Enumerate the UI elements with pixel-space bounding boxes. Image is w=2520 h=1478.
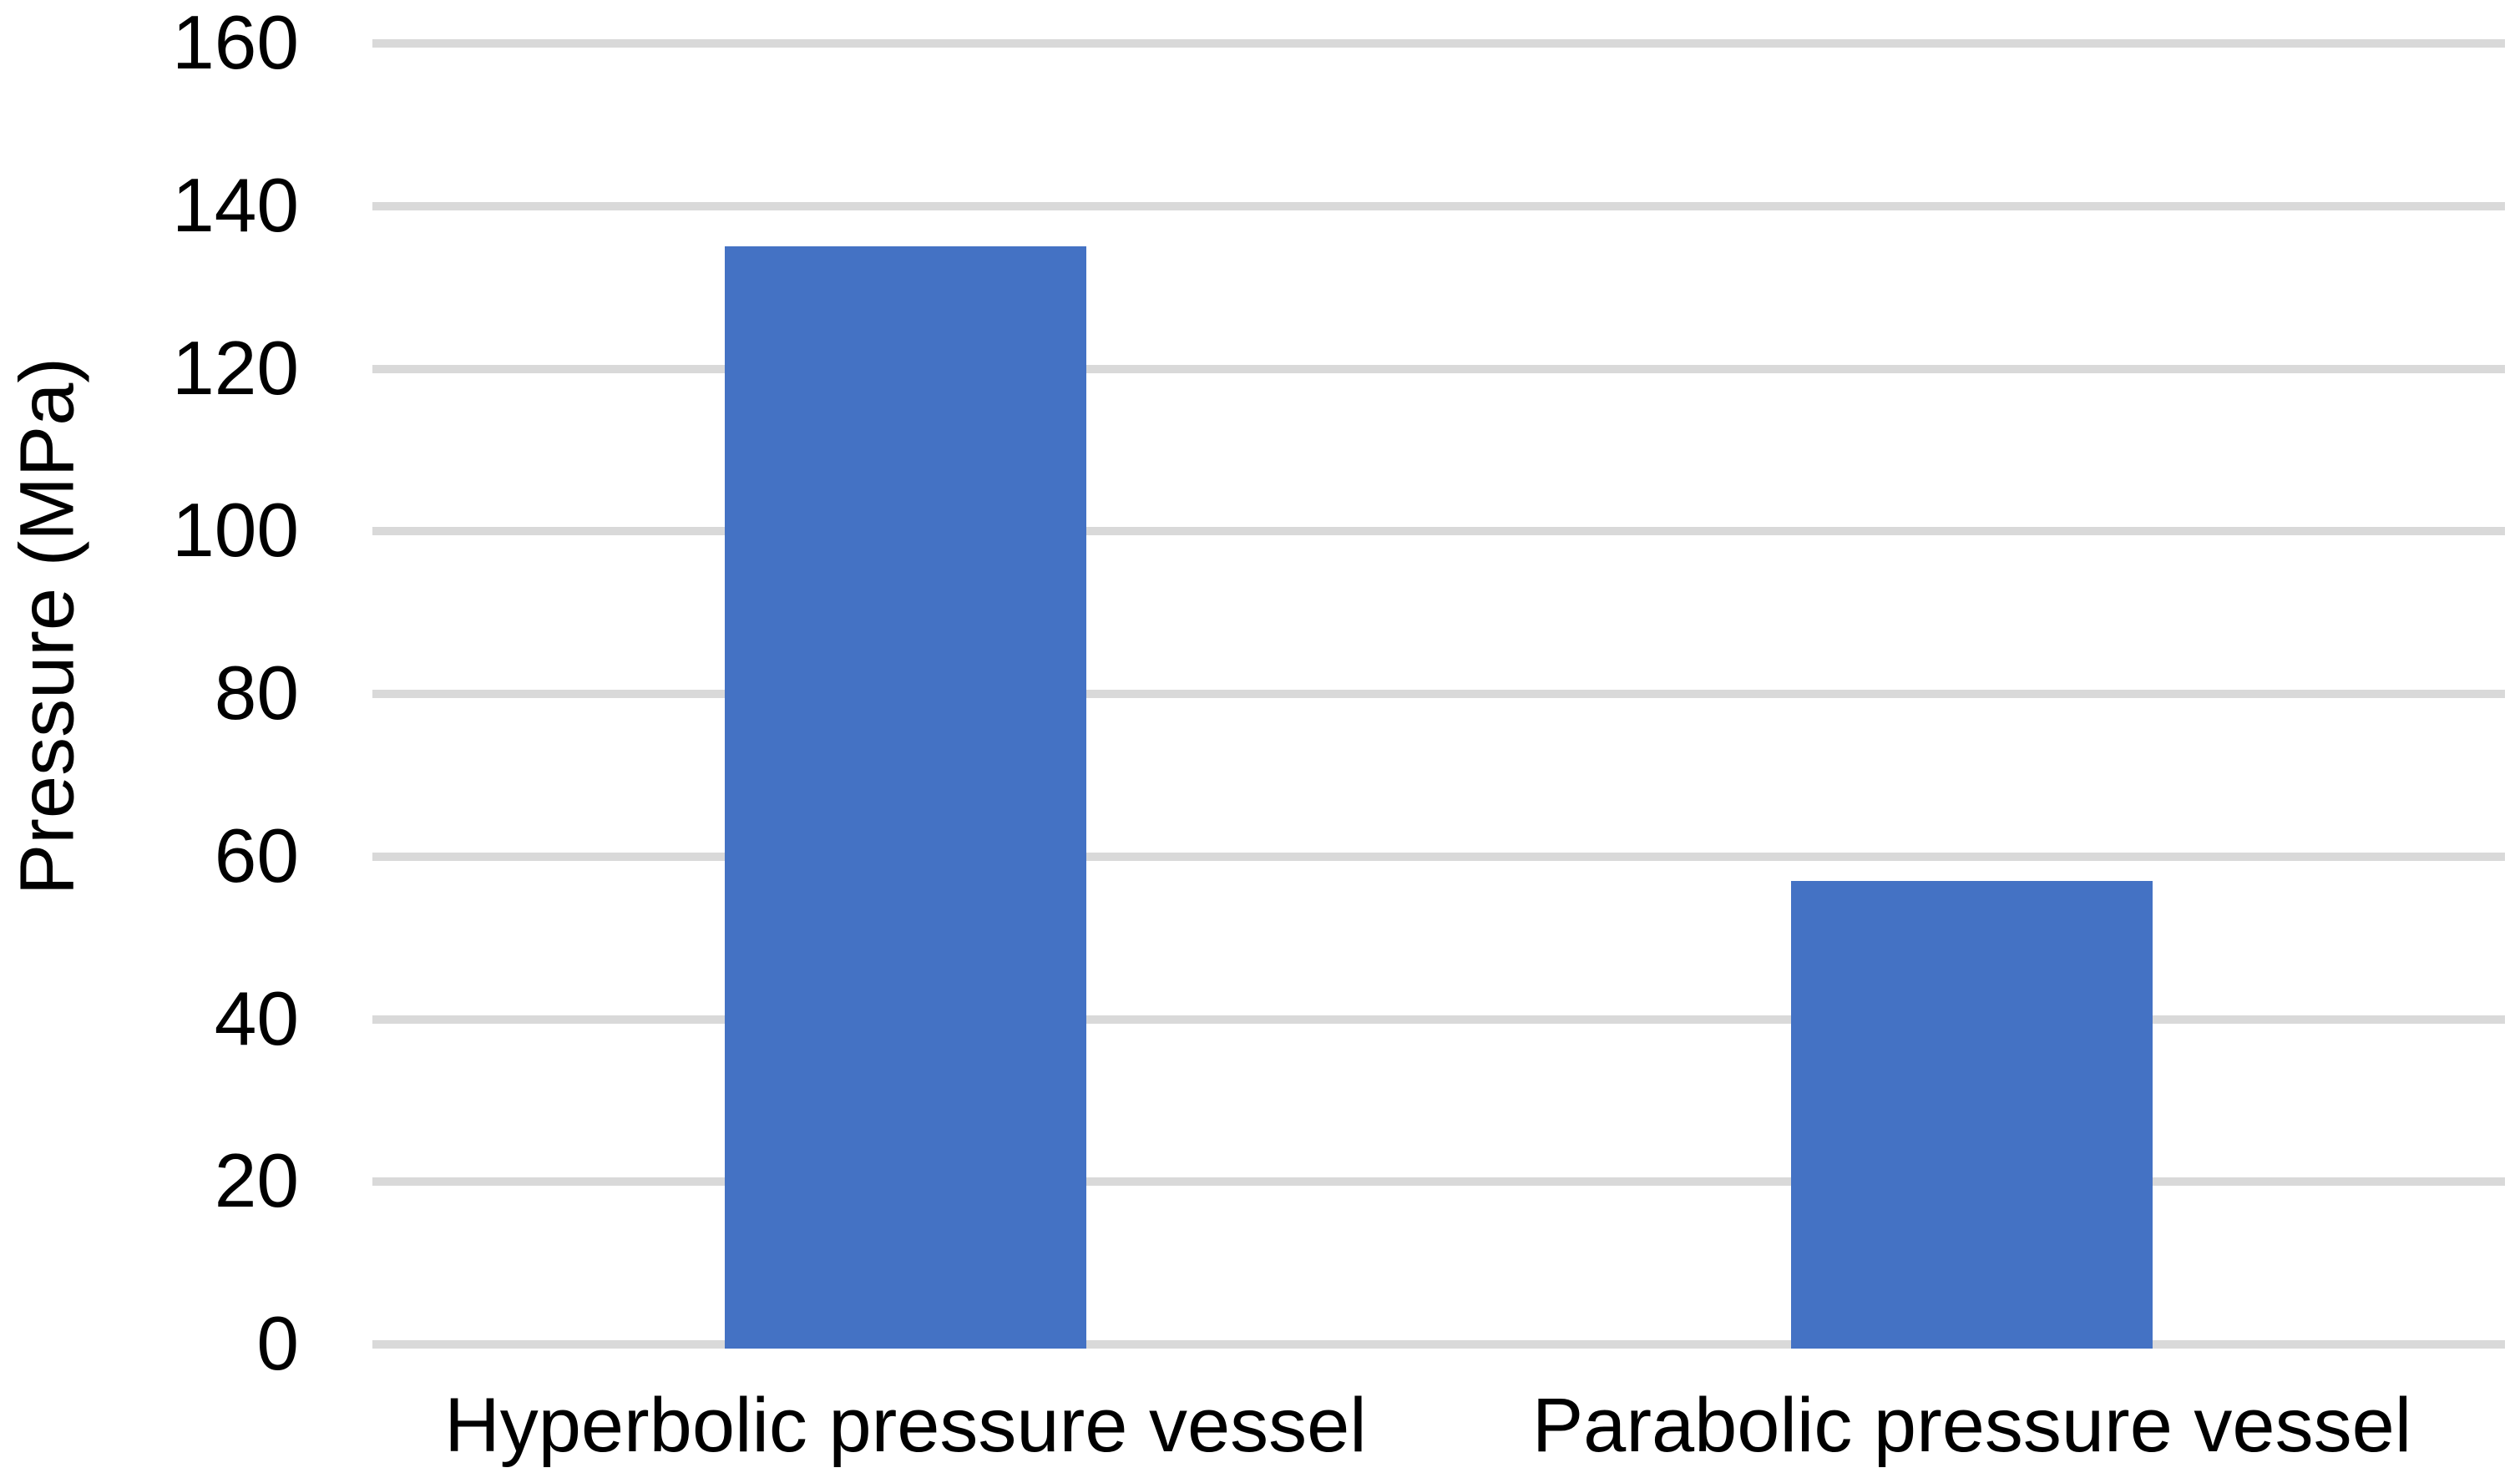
gridline-160 bbox=[372, 39, 2505, 48]
gridline-140 bbox=[372, 201, 2505, 210]
y-tick-label-80: 80 bbox=[214, 651, 299, 736]
y-tick-label-20: 20 bbox=[214, 1139, 299, 1224]
bar-parabolic-pressure-vessel bbox=[1791, 880, 2153, 1349]
y-tick-label-100: 100 bbox=[172, 488, 299, 574]
bar-hyperbolic-pressure-vessel bbox=[725, 246, 1086, 1349]
y-tick-label-120: 120 bbox=[172, 326, 299, 411]
gridline-40 bbox=[372, 1015, 2505, 1024]
y-tick-label-160: 160 bbox=[172, 1, 299, 85]
gridline-120 bbox=[372, 364, 2505, 373]
y-tick-label-140: 140 bbox=[172, 163, 299, 248]
y-tick-label-0: 0 bbox=[256, 1302, 299, 1386]
gridline-0 bbox=[372, 1340, 2505, 1349]
x-category-label-hyperbolic-pressure-vessel: Hyperbolic pressure vessel bbox=[444, 1383, 1367, 1468]
gridline-80 bbox=[372, 690, 2505, 698]
x-category-label-parabolic-pressure-vessel: Parabolic pressure vessel bbox=[1531, 1383, 2412, 1468]
gridline-60 bbox=[372, 852, 2505, 861]
gridline-100 bbox=[372, 527, 2505, 536]
y-tick-label-40: 40 bbox=[214, 976, 299, 1061]
y-tick-label-60: 60 bbox=[214, 813, 299, 898]
gridline-20 bbox=[372, 1177, 2505, 1187]
